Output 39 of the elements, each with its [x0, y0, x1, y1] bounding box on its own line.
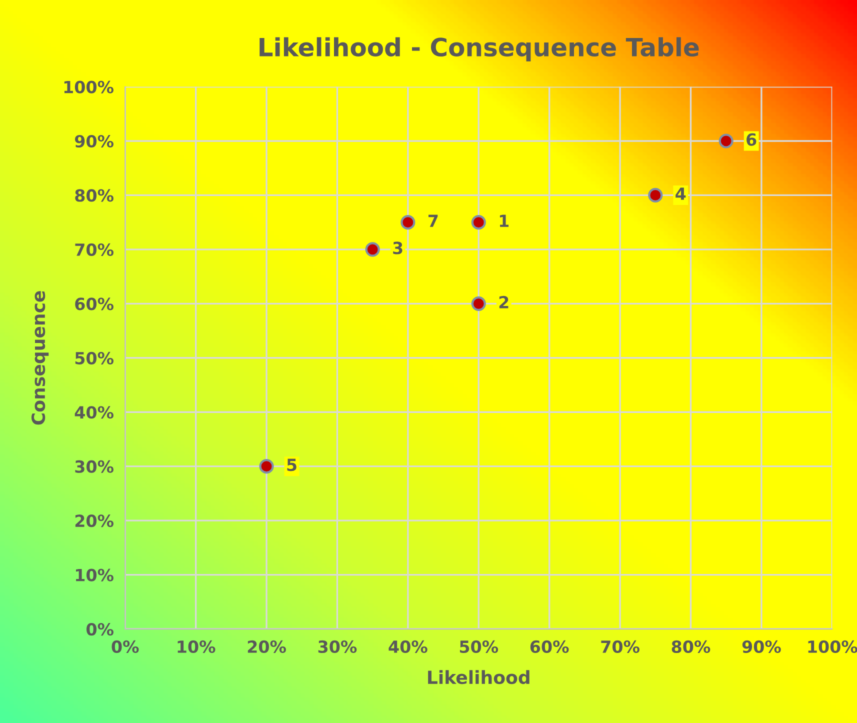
x-tick-label: 40% [388, 640, 428, 654]
point [400, 215, 416, 230]
y-tick-label: 0% [86, 622, 114, 636]
x-tick-label: 70% [601, 640, 640, 654]
y-tick-label: 50% [75, 352, 114, 364]
y-tick-label: 70% [75, 243, 114, 256]
x-tick-label: 30% [318, 640, 357, 654]
y-tick-label: 60% [75, 298, 114, 310]
point [259, 459, 274, 474]
point [471, 215, 486, 230]
annotation: 1 [500, 214, 509, 227]
x-tick-label: 10% [178, 640, 216, 654]
annotation: 7 [428, 214, 438, 227]
y-tick-label: 30% [75, 460, 114, 473]
y-tick-label: 10% [76, 568, 114, 582]
point [365, 242, 380, 257]
point [471, 296, 486, 311]
annotation: 2 [499, 296, 508, 308]
y-tick-label: 90% [74, 134, 114, 148]
y-axis-title: Consequence [31, 291, 49, 425]
y-tick-label: 20% [75, 514, 114, 528]
x-tick-label: 100% [808, 640, 857, 654]
annotation: 6 [746, 133, 756, 146]
y-tick-label: 40% [74, 406, 114, 419]
x-tick-label: 0% [112, 640, 139, 654]
y-tick-label: 100% [64, 80, 114, 94]
y-tick-label: 80% [75, 189, 114, 202]
point [718, 134, 734, 148]
annotation: 3 [393, 242, 402, 254]
x-tick-label: 20% [248, 640, 286, 654]
annotation: 5 [287, 458, 296, 472]
x-tick-label: 90% [742, 640, 781, 654]
annotation: 4 [676, 188, 686, 200]
chart-title: Likelihood - Consequence Table [260, 37, 699, 62]
point [648, 188, 663, 203]
x-tick-label: 80% [672, 640, 710, 654]
x-tick-label: 60% [530, 640, 569, 654]
x-axis-title: Likelihood [428, 670, 530, 684]
x-tick-label: 50% [460, 640, 498, 654]
